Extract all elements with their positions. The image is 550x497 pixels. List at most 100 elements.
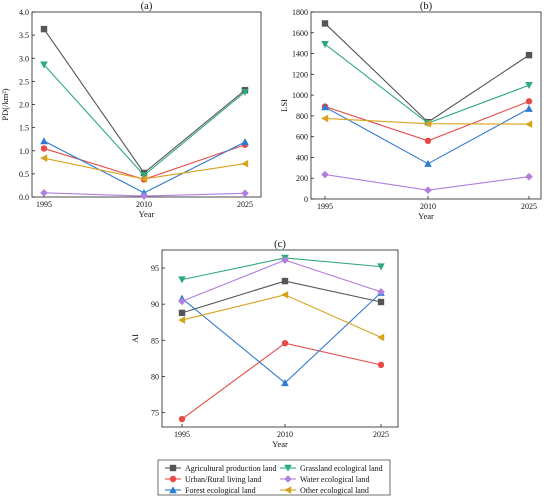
series-3 [178, 288, 385, 387]
x-tick-label: 2025 [237, 200, 253, 209]
y-tick-label: 1200 [292, 70, 308, 79]
series-5 [321, 170, 533, 194]
y-tick-label: 0 [304, 195, 308, 204]
y-tick-label: 1.5 [19, 124, 29, 133]
data-point [178, 297, 186, 306]
legend: Agricultural production land Urban/Rural … [157, 459, 391, 496]
y-tick-label: 1600 [292, 29, 308, 38]
y-axis-label: AI [130, 334, 140, 343]
series-line [324, 106, 530, 165]
data-point [321, 20, 329, 27]
data-point [377, 361, 385, 369]
x-tick-label: 1995 [317, 202, 333, 211]
data-point [241, 159, 249, 168]
data-point [424, 159, 432, 167]
data-point [40, 25, 48, 33]
x-tick-label: 2010 [420, 202, 436, 211]
legend-label: Water ecological land [300, 475, 370, 484]
data-point [241, 138, 249, 146]
legend-swatch-marker [169, 475, 177, 483]
data-point [377, 263, 385, 271]
series-3 [40, 137, 249, 197]
data-point [140, 192, 148, 200]
series-5 [178, 256, 385, 306]
series-line [43, 140, 246, 194]
legend-label: Other ecological land [300, 486, 369, 495]
y-tick-label: 1000 [292, 91, 308, 100]
data-point [241, 88, 249, 96]
legend-entry: Grassland ecological land [280, 464, 383, 473]
data-point [321, 114, 329, 123]
y-tick-label: 2.5 [19, 77, 29, 86]
legend-entry: Forest ecological land [165, 486, 256, 495]
x-axis-label: Year [272, 439, 288, 449]
legend-label: Urban/Rural living land [185, 475, 261, 484]
chart-title: (b) [420, 1, 433, 12]
x-axis-label: Year [418, 211, 434, 221]
legend-entry: Other ecological land [280, 486, 369, 495]
series-2 [178, 339, 385, 423]
y-tick-label: 75 [151, 409, 159, 418]
series-line [324, 23, 530, 123]
data-point [140, 172, 148, 180]
x-tick-label: 2010 [136, 200, 152, 209]
y-tick-label: 1.0 [19, 147, 29, 156]
chart-title: (a) [141, 1, 153, 12]
y-tick-label: 1800 [292, 8, 308, 17]
data-point [424, 137, 432, 145]
data-point [281, 277, 289, 285]
legend-swatch-marker [169, 486, 177, 494]
legend-swatch-marker [284, 475, 292, 483]
series-1 [321, 20, 533, 126]
data-point [525, 104, 533, 112]
series-line [181, 280, 382, 314]
series-5 [40, 189, 249, 200]
x-tick-label: 1995 [36, 200, 52, 209]
data-point [178, 276, 186, 284]
y-axis-label: PD(/km²) [0, 88, 10, 120]
series-4 [321, 41, 533, 127]
data-point [40, 61, 48, 69]
y-tick-label: 200 [296, 174, 308, 183]
data-point [40, 189, 48, 197]
series-line [181, 294, 382, 338]
y-tick-label: 400 [296, 153, 308, 162]
chart-title: (c) [274, 239, 286, 250]
data-point [40, 154, 48, 162]
series-line [181, 292, 382, 384]
data-point [377, 298, 385, 306]
data-point [281, 339, 289, 347]
y-tick-label: 95 [151, 264, 159, 273]
series-1 [178, 277, 385, 317]
series-1 [40, 25, 249, 177]
data-point [321, 170, 329, 179]
plot-frame [310, 11, 542, 200]
data-point [281, 256, 289, 264]
data-point [281, 379, 289, 387]
series-line [324, 43, 530, 124]
legend-label: Forest ecological land [185, 486, 256, 495]
x-tick-label: 2010 [277, 430, 293, 439]
data-point [424, 186, 432, 194]
legend-label: Grassland ecological land [300, 464, 383, 473]
data-point [321, 103, 329, 111]
data-point [525, 51, 533, 59]
data-point [241, 189, 249, 198]
legend-label: Agricultural production land [185, 464, 277, 473]
data-point [321, 41, 329, 49]
data-point [40, 137, 48, 145]
y-tick-label: 80 [151, 372, 159, 381]
y-tick-label: 800 [296, 112, 308, 121]
series-3 [321, 103, 533, 167]
data-point [178, 415, 186, 423]
legend-swatch-marker [284, 486, 292, 494]
data-point [140, 175, 148, 183]
y-tick-label: 0.5 [19, 170, 29, 179]
series-6 [40, 154, 249, 183]
data-point [377, 333, 385, 342]
series-line [43, 28, 246, 174]
chart-panel-2: (b) 0 200 400 600 800 1000 1200 1400 1600 1800 1995… [279, 1, 542, 221]
legend-box [157, 459, 391, 496]
y-tick-label: 0.0 [19, 193, 29, 202]
legend-entry: Urban/Rural living land [165, 475, 261, 484]
